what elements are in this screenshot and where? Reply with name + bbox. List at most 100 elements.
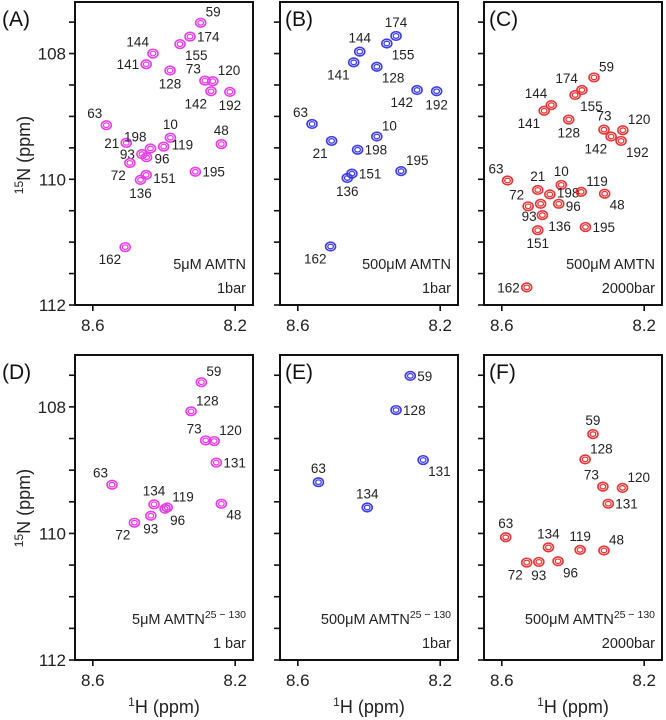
peak-contour-outer xyxy=(128,517,141,528)
x-tick-label: 8.6 xyxy=(81,316,105,335)
peak-contour-inner xyxy=(617,137,625,144)
peak-73: 73 xyxy=(596,109,611,135)
peak-contour-outer xyxy=(215,498,228,509)
peak-contour-inner xyxy=(186,33,194,40)
peak-contour-outer xyxy=(106,479,118,490)
peak-contour-outer xyxy=(576,84,588,96)
panel-d: 108 110 112 8.6 8.2 (D) 59 128 73 120 131 63 134 119 9… xyxy=(2,354,254,690)
peak-198: 198 xyxy=(351,143,388,158)
peak-contour-inner xyxy=(433,88,441,95)
peak-label: 195 xyxy=(592,220,615,235)
peak-label: 63 xyxy=(488,162,503,177)
peak-contour-outer xyxy=(124,157,136,169)
peak-contour-inner xyxy=(599,483,607,490)
peak-119: 119 xyxy=(569,529,591,555)
peak-contour-inner xyxy=(121,244,129,251)
peak-48: 48 xyxy=(598,188,625,213)
peak-label: 63 xyxy=(498,516,513,531)
peak-label: 96 xyxy=(155,151,170,166)
peak-contour-outer xyxy=(552,556,564,567)
peak-59: 59 xyxy=(194,5,221,28)
x-axis-label-superscript: 1 xyxy=(537,695,544,709)
peak-contour-outer xyxy=(598,545,610,556)
peak-120: 120 xyxy=(208,423,242,447)
y-axis-label-text: N (ppm) xyxy=(14,469,34,534)
peak-label: 72 xyxy=(111,168,126,183)
peak-label: 59 xyxy=(206,364,221,379)
peak-contour-inner xyxy=(540,107,548,114)
peak-contour-inner xyxy=(327,243,335,250)
peak-contour-outer xyxy=(206,76,219,87)
peak-contour-inner xyxy=(210,438,218,445)
peak-label: 134 xyxy=(143,483,166,498)
peak-label: 155 xyxy=(580,99,603,114)
peak-contour-inner xyxy=(544,544,552,551)
peak-contour-outer xyxy=(404,370,417,381)
peak-63: 63 xyxy=(293,105,318,130)
peak-label: 162 xyxy=(304,252,327,267)
peak-label: 119 xyxy=(172,138,194,153)
peak-contour-outer xyxy=(587,428,599,440)
peak-contour-inner xyxy=(504,177,511,184)
peak-contour-outer xyxy=(430,86,443,97)
peak-label: 151 xyxy=(359,167,382,182)
pressure-label: 2000bar xyxy=(602,281,655,297)
peak-155: 155 xyxy=(380,38,414,62)
peak-contour-outer xyxy=(562,114,575,125)
peak-142: 142 xyxy=(391,84,423,110)
peak-144: 144 xyxy=(525,86,558,111)
peak-73: 73 xyxy=(187,421,212,446)
peak-contour-inner xyxy=(147,512,155,519)
peak-contour-inner xyxy=(413,87,421,93)
peak-151: 151 xyxy=(140,169,176,186)
peak-63: 63 xyxy=(498,516,513,543)
peak-21: 21 xyxy=(313,135,338,161)
peak-contour-inner xyxy=(137,176,144,183)
peak-contour-inner xyxy=(600,126,608,133)
pressure-label: 1bar xyxy=(422,636,451,652)
x-tick-label: 8.2 xyxy=(632,671,656,690)
x-tick-label: 8.6 xyxy=(286,316,310,335)
peak-label: 141 xyxy=(117,57,140,72)
peak-label: 136 xyxy=(336,184,359,199)
peak-label: 128 xyxy=(403,403,426,418)
peak-93: 93 xyxy=(531,556,546,583)
peak-contour-outer xyxy=(598,124,610,135)
peak-119: 119 xyxy=(157,138,194,153)
peak-155: 155 xyxy=(569,89,603,114)
peak-195: 195 xyxy=(395,153,429,177)
peak-134: 134 xyxy=(143,483,166,510)
condition-label: 500μM AMTN25 − 130 xyxy=(525,609,655,628)
peak-contour-inner xyxy=(149,50,157,57)
condition-label: 500μM AMTN xyxy=(362,257,451,273)
plot-frame xyxy=(74,354,254,661)
peak-label: 73 xyxy=(186,62,201,77)
peak-contour-inner xyxy=(308,121,316,127)
peak-120: 120 xyxy=(206,63,241,87)
panel-letter: (B) xyxy=(285,8,313,31)
peak-contour-inner xyxy=(523,284,531,291)
peak-label: 48 xyxy=(610,198,625,213)
peak-contour-outer xyxy=(306,118,318,130)
peak-label: 120 xyxy=(218,63,241,78)
peak-contour-inner xyxy=(161,505,169,512)
peak-label: 198 xyxy=(365,143,388,158)
x-axis-label: 1H (ppm) xyxy=(333,695,405,717)
peak-contour-outer xyxy=(522,201,534,212)
condition-label: 5μM AMTN xyxy=(173,257,246,273)
panel-letter: (C) xyxy=(489,8,518,31)
peak-contour-outer xyxy=(199,435,212,446)
peak-contour-inner xyxy=(373,63,381,70)
peak-96: 96 xyxy=(140,151,170,166)
x-axis-label-superscript: 1 xyxy=(128,695,135,709)
condition-label: 5μM AMTN25 − 130 xyxy=(132,609,246,628)
peak-label: 48 xyxy=(609,533,624,548)
peak-136: 136 xyxy=(536,210,571,234)
peak-label: 131 xyxy=(615,497,638,512)
peak-contour-outer xyxy=(579,221,592,233)
y-tick-label: 112 xyxy=(39,296,66,315)
peak-label: 142 xyxy=(585,142,608,157)
peak-contour-outer xyxy=(552,198,565,209)
peak-contour-inner xyxy=(392,407,400,414)
peak-contour-outer xyxy=(341,172,354,184)
